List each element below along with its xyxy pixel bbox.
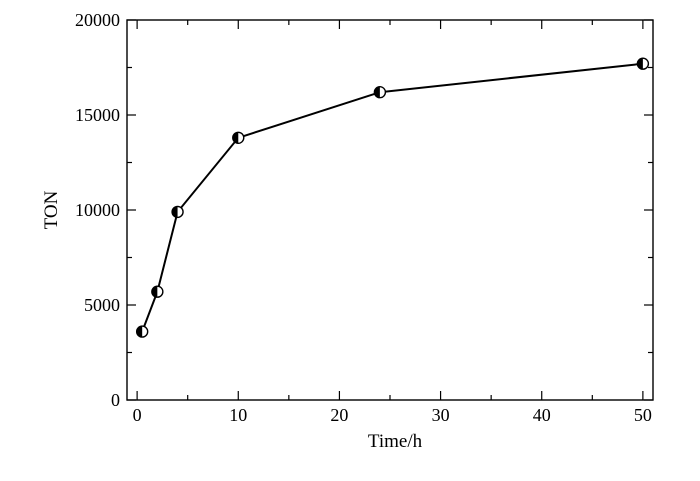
y-tick-label: 20000 bbox=[75, 10, 120, 30]
data-point-fill bbox=[151, 286, 158, 298]
y-tick-label: 15000 bbox=[75, 105, 120, 125]
markers bbox=[135, 57, 650, 338]
y-axis-label: TON bbox=[41, 190, 62, 229]
data-point bbox=[171, 205, 184, 219]
series bbox=[141, 62, 643, 332]
data-point bbox=[636, 57, 650, 70]
x-tick-label: 50 bbox=[634, 405, 652, 425]
data-point bbox=[232, 131, 245, 145]
data-point bbox=[135, 325, 149, 338]
data-point-fill bbox=[172, 206, 178, 218]
plot-frame bbox=[126, 19, 654, 401]
series-line bbox=[141, 62, 643, 332]
y-tick-label: 10000 bbox=[75, 200, 120, 220]
x-axis-label: Time/h bbox=[368, 431, 423, 452]
x-tick-label: 20 bbox=[330, 405, 348, 425]
data-point bbox=[373, 85, 387, 99]
ticks: 0 10 20 30 40 50 0 5000 10000 15000 20000 bbox=[75, 10, 653, 425]
y-tick-label: 0 bbox=[111, 390, 120, 410]
data-point-fill bbox=[136, 326, 143, 338]
data-point-fill bbox=[637, 58, 643, 70]
data-point bbox=[151, 285, 164, 298]
y-tick-label: 5000 bbox=[84, 295, 120, 315]
x-tick-label: 40 bbox=[533, 405, 551, 425]
data-point-fill bbox=[374, 86, 380, 98]
x-tick-label: 0 bbox=[133, 405, 142, 425]
axes bbox=[126, 19, 654, 401]
x-tick-label: 30 bbox=[432, 405, 450, 425]
x-tick-label: 10 bbox=[229, 405, 247, 425]
data-point-fill bbox=[232, 132, 239, 144]
